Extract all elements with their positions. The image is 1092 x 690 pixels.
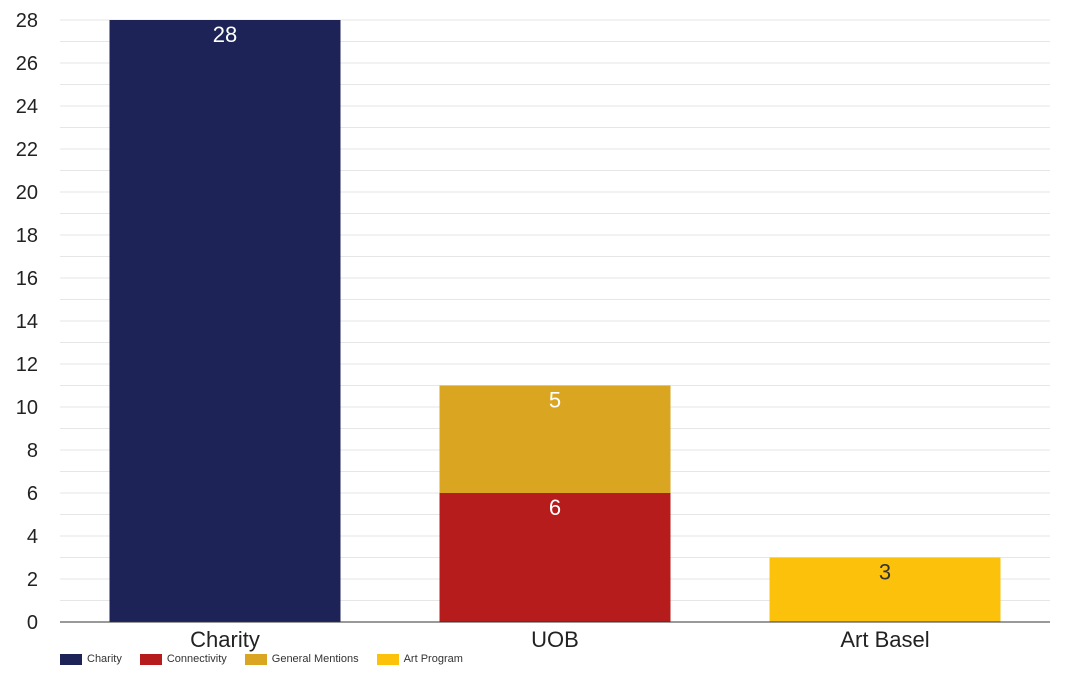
x-tick-label: Charity bbox=[190, 627, 260, 652]
legend-label: Connectivity bbox=[166, 653, 227, 665]
bar-segment bbox=[109, 20, 341, 622]
legend-item-connectivity[interactable]: Connectivity bbox=[139, 653, 227, 665]
y-tick-label: 10 bbox=[16, 397, 38, 419]
y-tick-label: 20 bbox=[16, 182, 38, 204]
x-axis-ticks: Charity UOB Art Basel bbox=[60, 621, 1050, 652]
legend-swatch bbox=[139, 653, 162, 665]
data-label: 6 bbox=[549, 495, 561, 520]
data-label: 5 bbox=[549, 388, 561, 413]
data-labels: 28 6 5 3 bbox=[213, 22, 891, 585]
y-tick-label: 16 bbox=[16, 268, 38, 290]
y-tick-label: 14 bbox=[16, 311, 38, 333]
y-tick-label: 0 bbox=[27, 612, 38, 634]
legend-swatch bbox=[60, 653, 82, 665]
x-tick-label: UOB bbox=[531, 627, 579, 652]
bars bbox=[109, 20, 1001, 622]
bar-segment bbox=[439, 385, 671, 493]
y-tick-label: 6 bbox=[27, 483, 38, 505]
y-tick-label: 8 bbox=[27, 440, 38, 462]
data-label: 28 bbox=[213, 22, 237, 47]
y-tick-label: 12 bbox=[16, 354, 38, 376]
data-label: 3 bbox=[879, 560, 891, 585]
y-tick-label: 22 bbox=[16, 139, 38, 161]
y-tick-label: 24 bbox=[16, 96, 38, 118]
legend-label: Art Program bbox=[403, 653, 463, 665]
legend-item-charity[interactable]: Charity bbox=[60, 653, 122, 665]
y-tick-label: 2 bbox=[27, 569, 38, 591]
legend-item-general-mentions[interactable]: General Mentions bbox=[244, 653, 359, 665]
legend-swatch bbox=[244, 653, 267, 665]
bar-segment bbox=[439, 493, 671, 622]
y-tick-label: 18 bbox=[16, 225, 38, 247]
legend: Charity Connectivity General Mentions Ar… bbox=[60, 653, 463, 665]
legend-label: Charity bbox=[87, 653, 122, 665]
bar-segment bbox=[769, 557, 1001, 622]
legend-item-art-program[interactable]: Art Program bbox=[376, 653, 463, 665]
legend-swatch bbox=[376, 653, 399, 665]
y-tick-label: 26 bbox=[16, 53, 38, 75]
legend-label: General Mentions bbox=[271, 653, 359, 665]
y-tick-label: 4 bbox=[27, 526, 38, 548]
x-tick-label: Art Basel bbox=[840, 627, 929, 652]
y-tick-label: 28 bbox=[16, 10, 38, 32]
